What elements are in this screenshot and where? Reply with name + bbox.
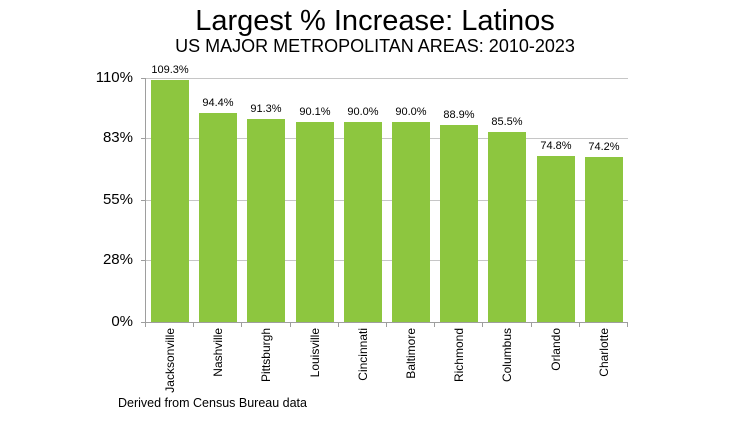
bar-value-label: 74.8% xyxy=(540,140,572,152)
x-axis-tick xyxy=(627,323,628,327)
y-gridline xyxy=(146,138,628,139)
y-axis-tick-label: 28% xyxy=(102,251,133,268)
x-axis-tick xyxy=(386,323,387,327)
chart-title: Largest % Increase: Latinos xyxy=(195,5,555,37)
y-axis-tick xyxy=(141,78,146,79)
x-axis-tick xyxy=(241,323,242,327)
x-axis-category-label: Nashville xyxy=(194,328,242,406)
bar xyxy=(151,80,189,322)
y-axis-tick-label: 110% xyxy=(95,69,133,86)
x-axis-category-label: Jacksonville xyxy=(146,328,194,406)
bar-value-label: 90.1% xyxy=(299,106,331,118)
y-axis-tick xyxy=(141,322,146,323)
x-axis-category-label: Pittsburgh xyxy=(242,328,290,406)
x-axis-tick xyxy=(434,323,435,327)
bar-value-label: 109.3% xyxy=(151,64,189,76)
x-axis-category-label: Orlando xyxy=(532,328,580,406)
x-axis-category-label: Richmond xyxy=(435,328,483,406)
x-axis-category-text: Nashville xyxy=(211,328,225,377)
x-axis-category-text: Cincinnati xyxy=(356,328,370,381)
bar xyxy=(247,119,285,322)
y-gridline xyxy=(146,78,628,79)
y-gridline xyxy=(146,260,628,261)
bar xyxy=(296,122,334,322)
bar xyxy=(344,122,382,322)
bar-value-label: 88.9% xyxy=(443,109,475,121)
x-axis-tick xyxy=(193,323,194,327)
y-axis-tick xyxy=(141,138,146,139)
y-gridline xyxy=(146,200,628,201)
x-axis-category-text: Charlotte xyxy=(597,328,611,377)
bar-value-label: 90.0% xyxy=(395,106,427,118)
x-axis-category-text: Pittsburgh xyxy=(259,328,273,383)
bar xyxy=(392,122,430,322)
bar-value-label: 94.4% xyxy=(202,97,234,109)
x-axis-tick xyxy=(482,323,483,327)
x-axis-tick xyxy=(290,323,291,327)
x-axis-category-label: Louisville xyxy=(291,328,339,406)
x-axis-category-label: Columbus xyxy=(483,328,531,406)
bar xyxy=(585,157,623,322)
x-axis-tick xyxy=(531,323,532,327)
x-axis-tick xyxy=(338,323,339,327)
x-axis-category-label: Charlotte xyxy=(580,328,628,406)
x-axis-tick xyxy=(579,323,580,327)
x-axis-category-label: Baltimore xyxy=(387,328,435,406)
bar xyxy=(537,156,575,322)
bar-value-label: 90.0% xyxy=(347,106,379,118)
bar xyxy=(440,125,478,322)
x-axis-category-text: Columbus xyxy=(500,328,514,383)
x-axis-category-text: Richmond xyxy=(452,328,466,383)
chart-subtitle: US MAJOR METROPOLITAN AREAS: 2010-2023 xyxy=(175,36,575,56)
x-axis-tick xyxy=(145,323,146,327)
bar xyxy=(488,132,526,322)
y-axis-tick xyxy=(141,200,146,201)
bar-value-label: 85.5% xyxy=(491,116,523,128)
x-axis-line xyxy=(145,322,628,323)
x-axis-category-text: Louisville xyxy=(308,328,322,378)
x-axis-category-label: Cincinnati xyxy=(339,328,387,406)
x-axis-category-text: Baltimore xyxy=(404,328,418,379)
x-axis-category-text: Jacksonville xyxy=(163,328,177,393)
y-axis-tick-label: 55% xyxy=(102,191,133,208)
y-axis-tick-label: 0% xyxy=(111,313,133,330)
source-caption: Derived from Census Bureau data xyxy=(118,396,307,410)
y-axis-line xyxy=(145,78,146,323)
bar-value-label: 74.2% xyxy=(588,141,620,153)
bar xyxy=(199,113,237,322)
x-axis-category-text: Orlando xyxy=(549,328,563,371)
y-axis-tick xyxy=(141,260,146,261)
bar-value-label: 91.3% xyxy=(250,103,282,115)
y-axis-tick-label: 83% xyxy=(102,129,133,146)
